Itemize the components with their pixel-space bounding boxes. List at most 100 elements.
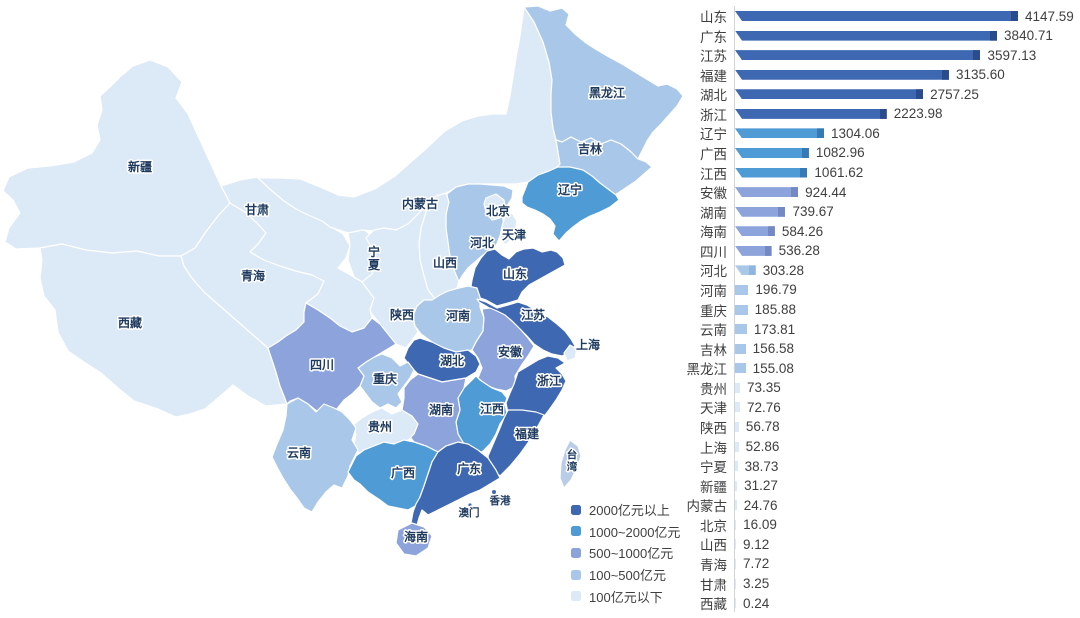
province-shandong [469, 247, 566, 307]
bar-guangxi [735, 147, 809, 158]
bar-row-shaanxi: 陕西 56.78 [656, 417, 1080, 437]
bar-liaoning [735, 128, 824, 139]
bar-row-tianjin: 天津 72.76 [656, 397, 1080, 417]
bar-value-fujian: 3135.60 [955, 67, 1005, 83]
province-shanghai [563, 344, 578, 362]
bar-xizang [735, 598, 736, 609]
legend-item-4: 100~500亿元 [571, 564, 680, 586]
bar-label-guangxi: 广西 [700, 146, 727, 162]
province-liaoning [521, 166, 620, 242]
bar-label-xizang: 西藏 [700, 597, 727, 613]
map-label-hainan: 海南 [404, 529, 428, 544]
bar-ningxia [735, 461, 738, 472]
map-label-guangdong: 广东 [457, 461, 481, 476]
legend-label-1: 2000亿元以上 [589, 503, 670, 519]
legend-label-3: 500~1000亿元 [589, 546, 674, 562]
map-label-jiangxi: 江西 [480, 401, 504, 416]
bar-label-qinghai: 青海 [700, 557, 727, 573]
bar-guizhou [735, 382, 740, 393]
bar-label-yunnan: 云南 [700, 323, 727, 339]
bar-row-liaoning: 辽宁 1304.06 [656, 123, 1080, 143]
bar-hunan [735, 206, 786, 217]
bar-row-jiangxi: 江西 1061.62 [656, 163, 1080, 183]
bar-value-ningxia: 38.73 [744, 458, 779, 474]
bar-label-xinjiang: 新疆 [700, 479, 727, 495]
bar-row-hainan: 海南 584.26 [656, 221, 1080, 241]
legend-item-2: 1000~2000亿元 [571, 521, 680, 543]
bar-xinjiang [735, 480, 738, 491]
province-beijing [483, 193, 507, 221]
bar-value-anhui: 924.44 [805, 184, 847, 200]
bar-cap-hebei [748, 265, 756, 276]
bar-row-gansu: 甘肃 3.25 [656, 574, 1080, 594]
bar-value-heilongjiang: 155.08 [752, 360, 794, 376]
bar-label-zhejiang: 浙江 [700, 107, 727, 123]
bar-shandong [735, 11, 1018, 21]
bar-label-guangdong: 广东 [700, 29, 727, 45]
province-xinjiang [2, 59, 231, 257]
bar-row-jiangsu: 江苏 3597.13 [656, 45, 1080, 65]
legend-swatch-2 [571, 526, 581, 537]
bar-row-hunan: 湖南 739.67 [656, 202, 1080, 222]
bar-cap-sichuan [764, 245, 772, 256]
province-chongqing [357, 353, 415, 409]
map-label-jiangsu: 江苏 [521, 307, 545, 322]
bar-hubei [735, 89, 924, 100]
map-label-liaoning: 辽宁 [558, 182, 582, 197]
bar-chongqing [735, 304, 748, 315]
legend-label-2: 1000~2000亿元 [589, 524, 681, 540]
bar-row-anhui: 安徽 924.44 [656, 182, 1080, 202]
map-label-fujian: 福建 [514, 426, 540, 441]
bar-label-neimenggu: 内蒙古 [686, 499, 728, 515]
bar-label-beijing: 北京 [700, 518, 727, 534]
bar-label-hunan: 湖南 [700, 205, 727, 221]
map-label-sichuan: 四川 [310, 358, 334, 372]
bar-tianjin [735, 402, 740, 413]
map-label-taiwan: 台 [567, 448, 578, 461]
map-label-qinghai: 青海 [241, 268, 265, 283]
bar-value-jiangsu: 3597.13 [987, 47, 1037, 63]
map-label-xinjiang: 新疆 [128, 159, 152, 174]
bar-row-beijing: 北京 16.09 [656, 515, 1080, 535]
bar-label-jiangsu: 江苏 [700, 49, 727, 65]
bar-cap-zhejiang [879, 108, 887, 119]
map-label-xizang: 西藏 [118, 315, 142, 330]
map-label-shanghai: 上海 [576, 337, 600, 352]
bar-cap-fujian [941, 69, 949, 80]
map-label-shaanxi: 陕西 [390, 307, 414, 322]
bar-label-ningxia: 宁夏 [700, 460, 727, 476]
bar-value-guangdong: 3840.71 [1004, 28, 1053, 44]
map-label-chongqing: 重庆 [373, 371, 397, 386]
bar-value-shanxi: 9.12 [743, 536, 770, 552]
legend-item-1: 2000亿元以上 [571, 499, 680, 521]
map-label-shanxi: 山西 [433, 255, 457, 270]
bar-label-fujian: 福建 [700, 68, 727, 84]
map-label-shandong: 山东 [503, 266, 527, 281]
province-guangdong [410, 441, 501, 530]
map-label-xianggang: 香港 [489, 494, 511, 507]
bar-cap-hainan [767, 226, 775, 237]
bar-label-liaoning: 辽宁 [700, 127, 727, 143]
bar-row-zhejiang: 浙江 2223.98 [656, 104, 1080, 124]
map-label-zhejiang: 浙江 [537, 373, 561, 388]
legend-label-5: 100亿元以下 [589, 589, 663, 605]
bar-label-tianjin: 天津 [700, 401, 727, 417]
bar-value-guizhou: 73.35 [747, 380, 781, 396]
bar-row-hebei: 河北 303.28 [656, 260, 1080, 280]
bar-label-hebei: 河北 [700, 264, 727, 280]
bar-row-neimenggu: 内蒙古 24.76 [656, 495, 1080, 515]
bar-value-xinjiang: 31.27 [744, 478, 778, 494]
bar-value-qinghai: 7.72 [743, 556, 770, 572]
map-legend: 2000亿元以上 1000~2000亿元 500~1000亿元 100~500亿元 10… [571, 499, 680, 607]
bar-value-jilin: 156.58 [752, 341, 794, 357]
bar-row-sichuan: 四川 536.28 [656, 241, 1080, 261]
bar-cap-liaoning [816, 128, 824, 139]
map-label-guangxi: 广西 [391, 465, 415, 480]
legend-item-5: 100亿元以下 [571, 585, 680, 607]
province-hainan [395, 522, 433, 557]
map-label-ningxia: 宁 [368, 244, 380, 259]
bar-shanghai [735, 441, 739, 452]
bar-anhui [735, 187, 799, 198]
bar-label-sichuan: 四川 [700, 244, 727, 260]
bar-value-jiangxi: 1061.62 [814, 165, 864, 181]
